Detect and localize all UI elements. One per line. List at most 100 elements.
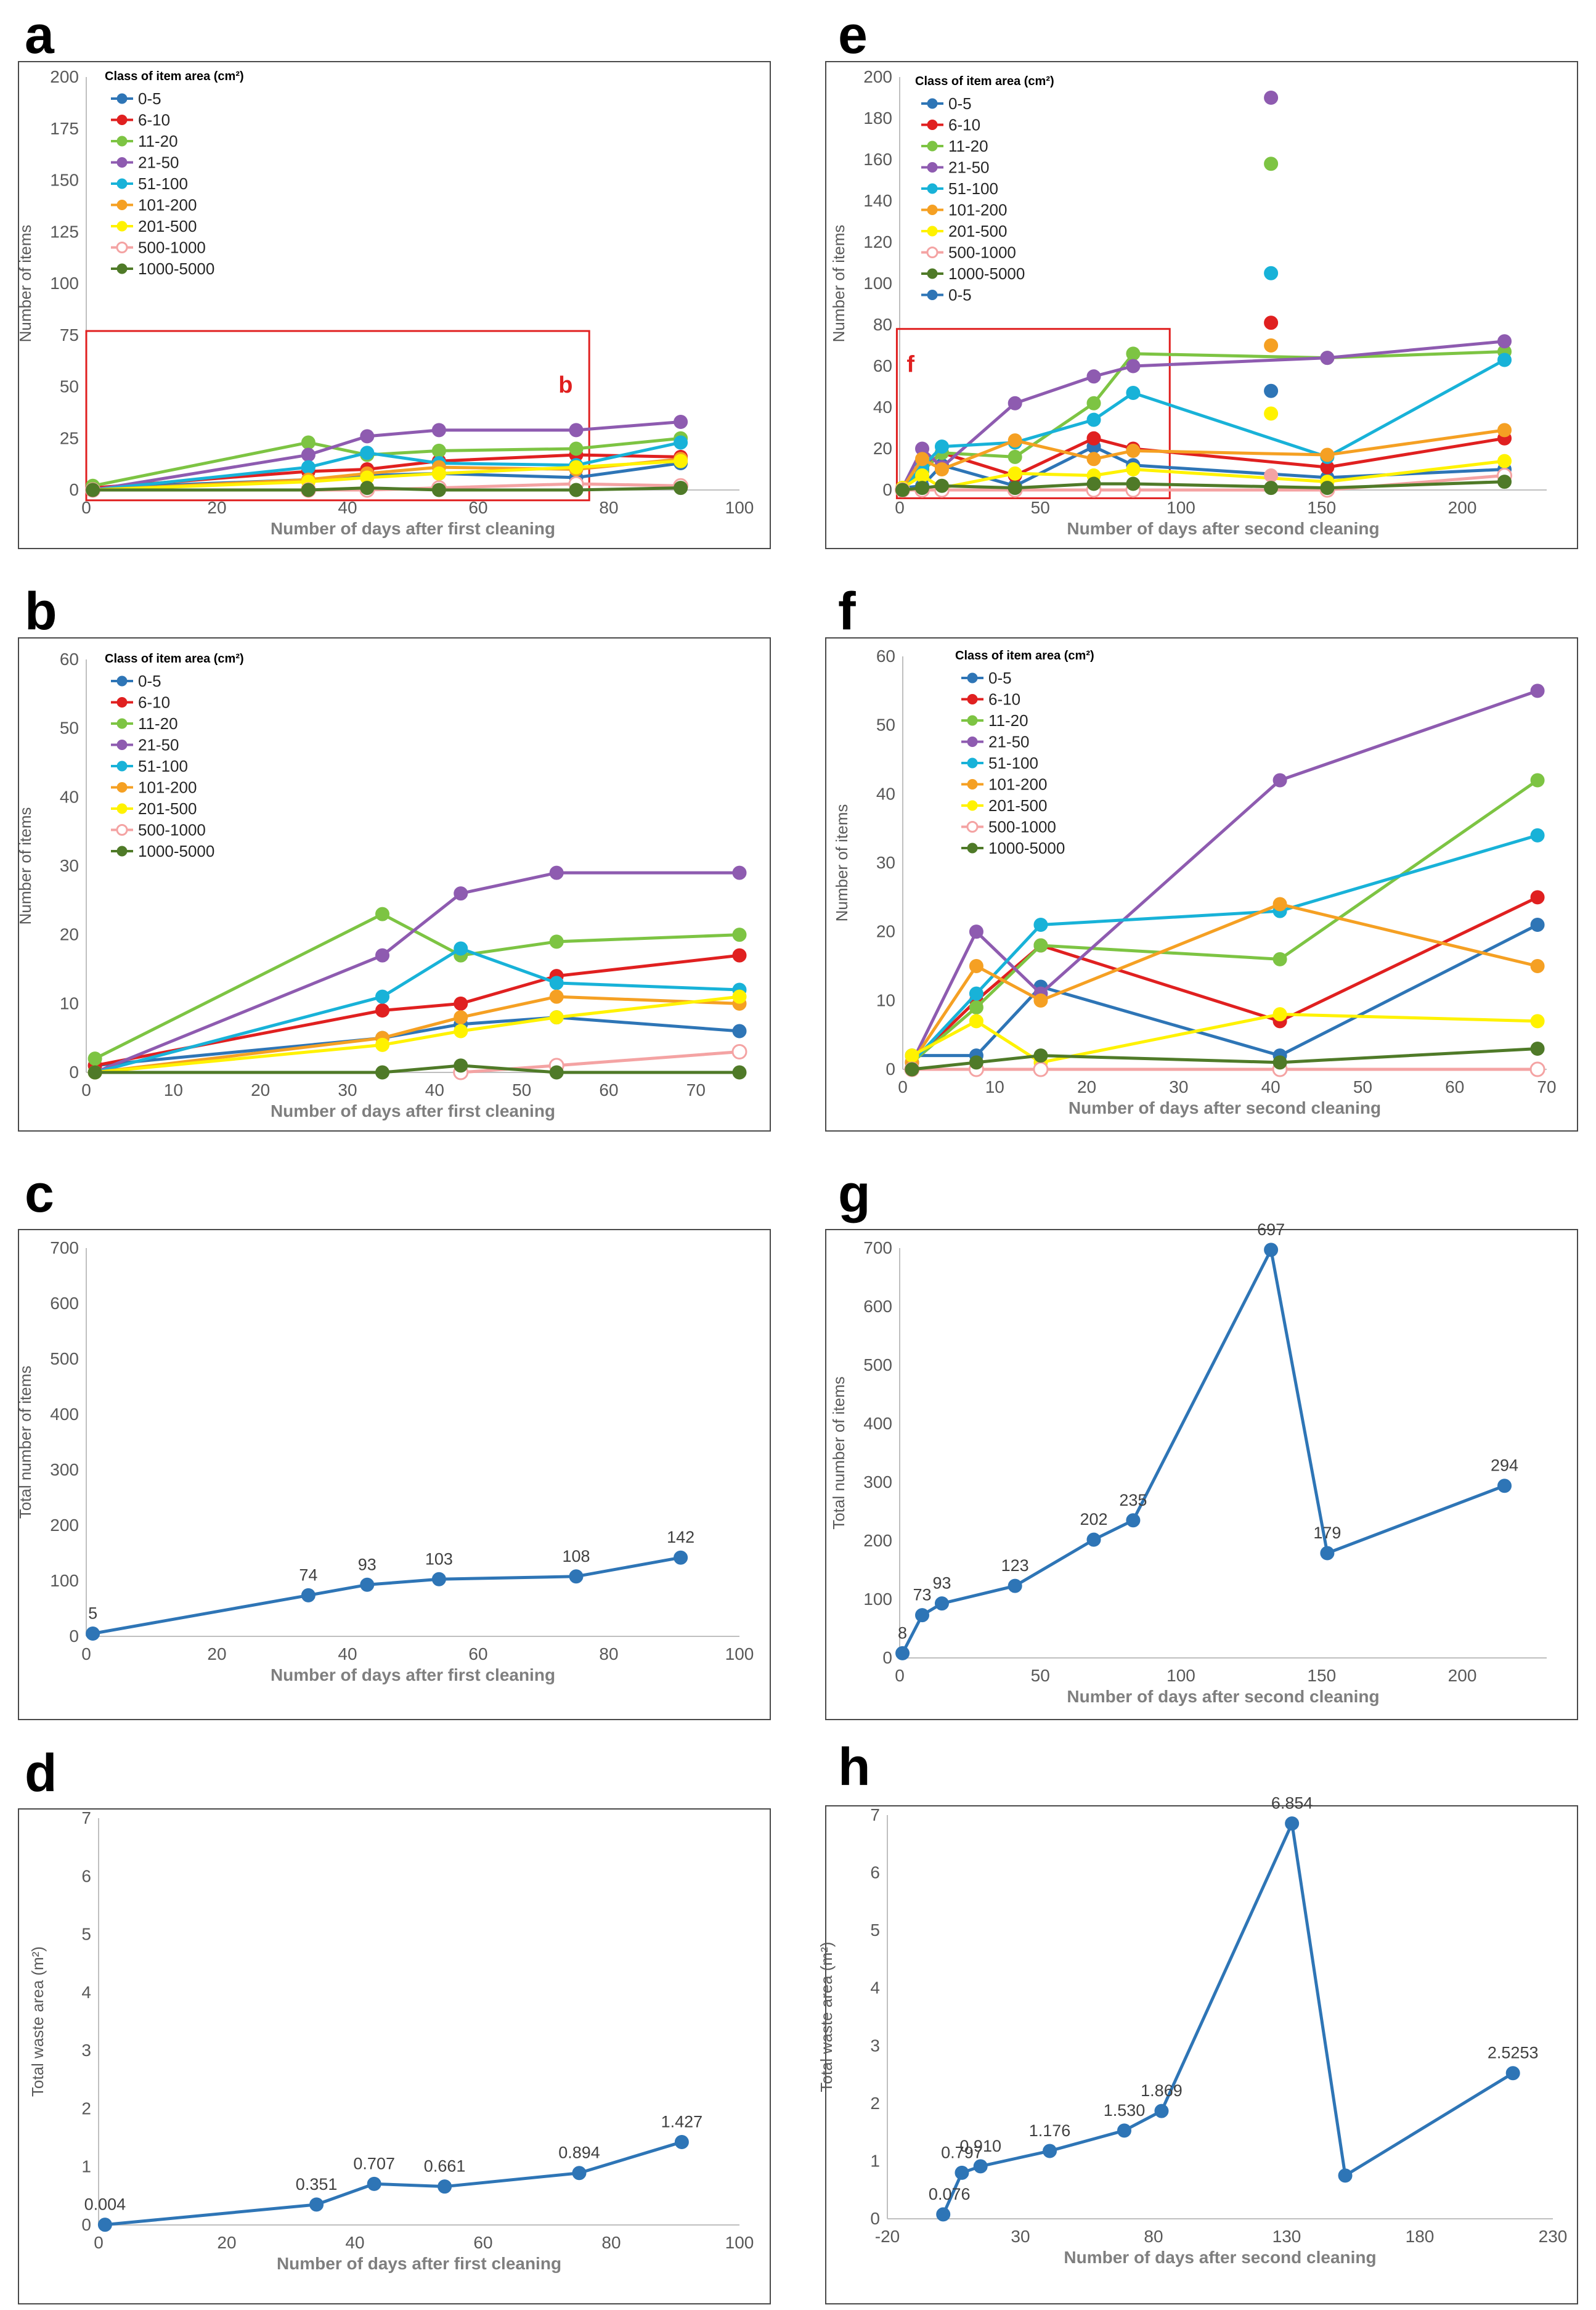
- legend-swatch-marker: [927, 205, 938, 215]
- x-tick-label: 30: [338, 1080, 357, 1100]
- data-point-1000-5000: [1497, 475, 1512, 489]
- data-point-21-50: [1530, 684, 1545, 698]
- panel-b: b 0 10 20 30 40 50 60 0 10 20 30 40 50 60 70 Number of d…: [16, 582, 771, 1132]
- legend-item-51-100: 51-100: [948, 179, 998, 198]
- data-point-1000-5000: [86, 483, 100, 497]
- data-point-1000-5000: [732, 1065, 747, 1080]
- series-line-51-100: [92, 441, 682, 492]
- legend-swatch-marker: [967, 779, 978, 790]
- panel-letter: a: [25, 6, 55, 65]
- y-tick-label: 0: [81, 2215, 91, 2234]
- series-line-21-50: [92, 420, 681, 492]
- y-tick-label: 0: [882, 480, 892, 499]
- x-tick-label: 80: [601, 2233, 621, 2252]
- data-point-201-500: [569, 460, 584, 475]
- data-point-201-500: [915, 468, 930, 483]
- legend-swatch-marker: [116, 136, 128, 147]
- legend-item-0-5: 0-5: [988, 669, 1012, 687]
- legend-swatch-marker: [116, 263, 128, 274]
- y-tick-label: 6: [81, 1866, 91, 1885]
- y-tick-label: 500: [863, 1355, 892, 1374]
- legend-swatch-marker: [927, 290, 938, 300]
- y-tick-label: 175: [50, 119, 79, 138]
- legend-swatch-marker: [967, 737, 978, 747]
- data-label: 235: [1119, 1491, 1147, 1509]
- data-point-area: [1505, 2066, 1520, 2081]
- scatter-point-101-200: [1264, 338, 1279, 353]
- data-point-21-50: [1272, 773, 1287, 788]
- legend-item-11-20: 11-20: [138, 714, 178, 733]
- scatter-point-51-100: [1264, 266, 1279, 280]
- data-label: 0.707: [353, 2154, 395, 2173]
- data-label: 73: [913, 1586, 931, 1604]
- data-label: 93: [932, 1574, 951, 1593]
- data-point-21-50: [431, 423, 446, 438]
- y-tick-label: 0: [69, 1063, 79, 1082]
- y-tick-label: 0: [882, 1648, 892, 1667]
- data-point-51-100: [301, 460, 316, 475]
- data-point-1000-5000: [88, 1065, 102, 1080]
- legend-swatch-marker: [116, 846, 128, 857]
- y-tick-label: 20: [873, 439, 892, 458]
- x-tick-label: 40: [425, 1080, 444, 1100]
- y-tick-label: 40: [876, 784, 895, 803]
- legend-item-0-5: 0-5: [138, 672, 161, 690]
- data-label: 1.427: [661, 2112, 703, 2131]
- legend-item-11-20: 11-20: [138, 132, 178, 150]
- y-tick-label: 7: [870, 1805, 880, 1824]
- data-label: 697: [1257, 1220, 1285, 1239]
- legend-item-21-50: 21-50: [948, 158, 990, 177]
- x-tick-label: 100: [1166, 498, 1195, 517]
- data-point-total: [934, 1596, 949, 1611]
- y-tick-label: 1: [870, 2151, 880, 2170]
- legend-swatch-marker: [116, 824, 128, 836]
- data-point-1000-5000: [969, 1055, 983, 1070]
- legend-swatch-marker: [927, 120, 938, 130]
- x-tick-label: 100: [725, 2233, 754, 2252]
- data-point-total: [569, 1569, 584, 1584]
- data-point-area: [1043, 2144, 1057, 2158]
- panel-frame: [18, 1229, 771, 1720]
- data-point-201-500: [1126, 462, 1141, 476]
- x-tick-label: 50: [1031, 1666, 1050, 1685]
- data-point-0-5: [732, 1024, 747, 1039]
- legend-item-201-500: 201-500: [138, 799, 197, 818]
- y-tick-label: 300: [863, 1472, 892, 1492]
- x-tick-label: 150: [1307, 498, 1336, 517]
- legend-item-500-1000: 500-1000: [138, 239, 206, 257]
- legend-swatch-marker: [116, 115, 128, 125]
- scatter-point-11-20: [1264, 157, 1279, 171]
- x-tick-label: 40: [345, 2233, 364, 2252]
- x-tick-label: 200: [1448, 498, 1477, 517]
- y-axis-title: Total number of items: [829, 1376, 848, 1530]
- data-point-11-20: [969, 1000, 983, 1014]
- data-point-51-100: [360, 446, 375, 460]
- data-point-1000-5000: [1126, 476, 1141, 491]
- data-point-21-50: [549, 865, 564, 880]
- x-tick-label: 20: [251, 1080, 270, 1100]
- series-line-total: [92, 1556, 682, 1635]
- data-point-1000-5000: [1008, 481, 1022, 496]
- y-axis-title: Number of items: [833, 804, 851, 922]
- data-point-11-20: [1126, 346, 1141, 361]
- legend-swatch-marker: [967, 800, 978, 811]
- y-tick-label: 7: [81, 1808, 91, 1827]
- data-point-total: [915, 1608, 930, 1623]
- y-tick-label: 5: [81, 1925, 91, 1944]
- data-point-area: [1117, 2123, 1131, 2138]
- x-tick-label: 20: [207, 1644, 226, 1663]
- y-axis-title: Number of items: [16, 225, 35, 343]
- data-point-101-200: [934, 462, 949, 476]
- x-tick-label: 100: [1166, 1666, 1195, 1685]
- y-tick-label: 2: [870, 2094, 880, 2113]
- legend-item-11-20: 11-20: [948, 137, 988, 155]
- y-tick-label: 10: [60, 994, 79, 1013]
- y-tick-label: 140: [863, 191, 892, 210]
- legend-item-500-1000: 500-1000: [988, 818, 1056, 836]
- data-point-11-20: [431, 443, 446, 458]
- data-point-area: [1285, 1816, 1300, 1831]
- data-label: 103: [425, 1549, 453, 1568]
- y-tick-label: 75: [60, 325, 79, 345]
- y-tick-label: 20: [876, 922, 895, 941]
- x-tick-label: 60: [1445, 1077, 1464, 1096]
